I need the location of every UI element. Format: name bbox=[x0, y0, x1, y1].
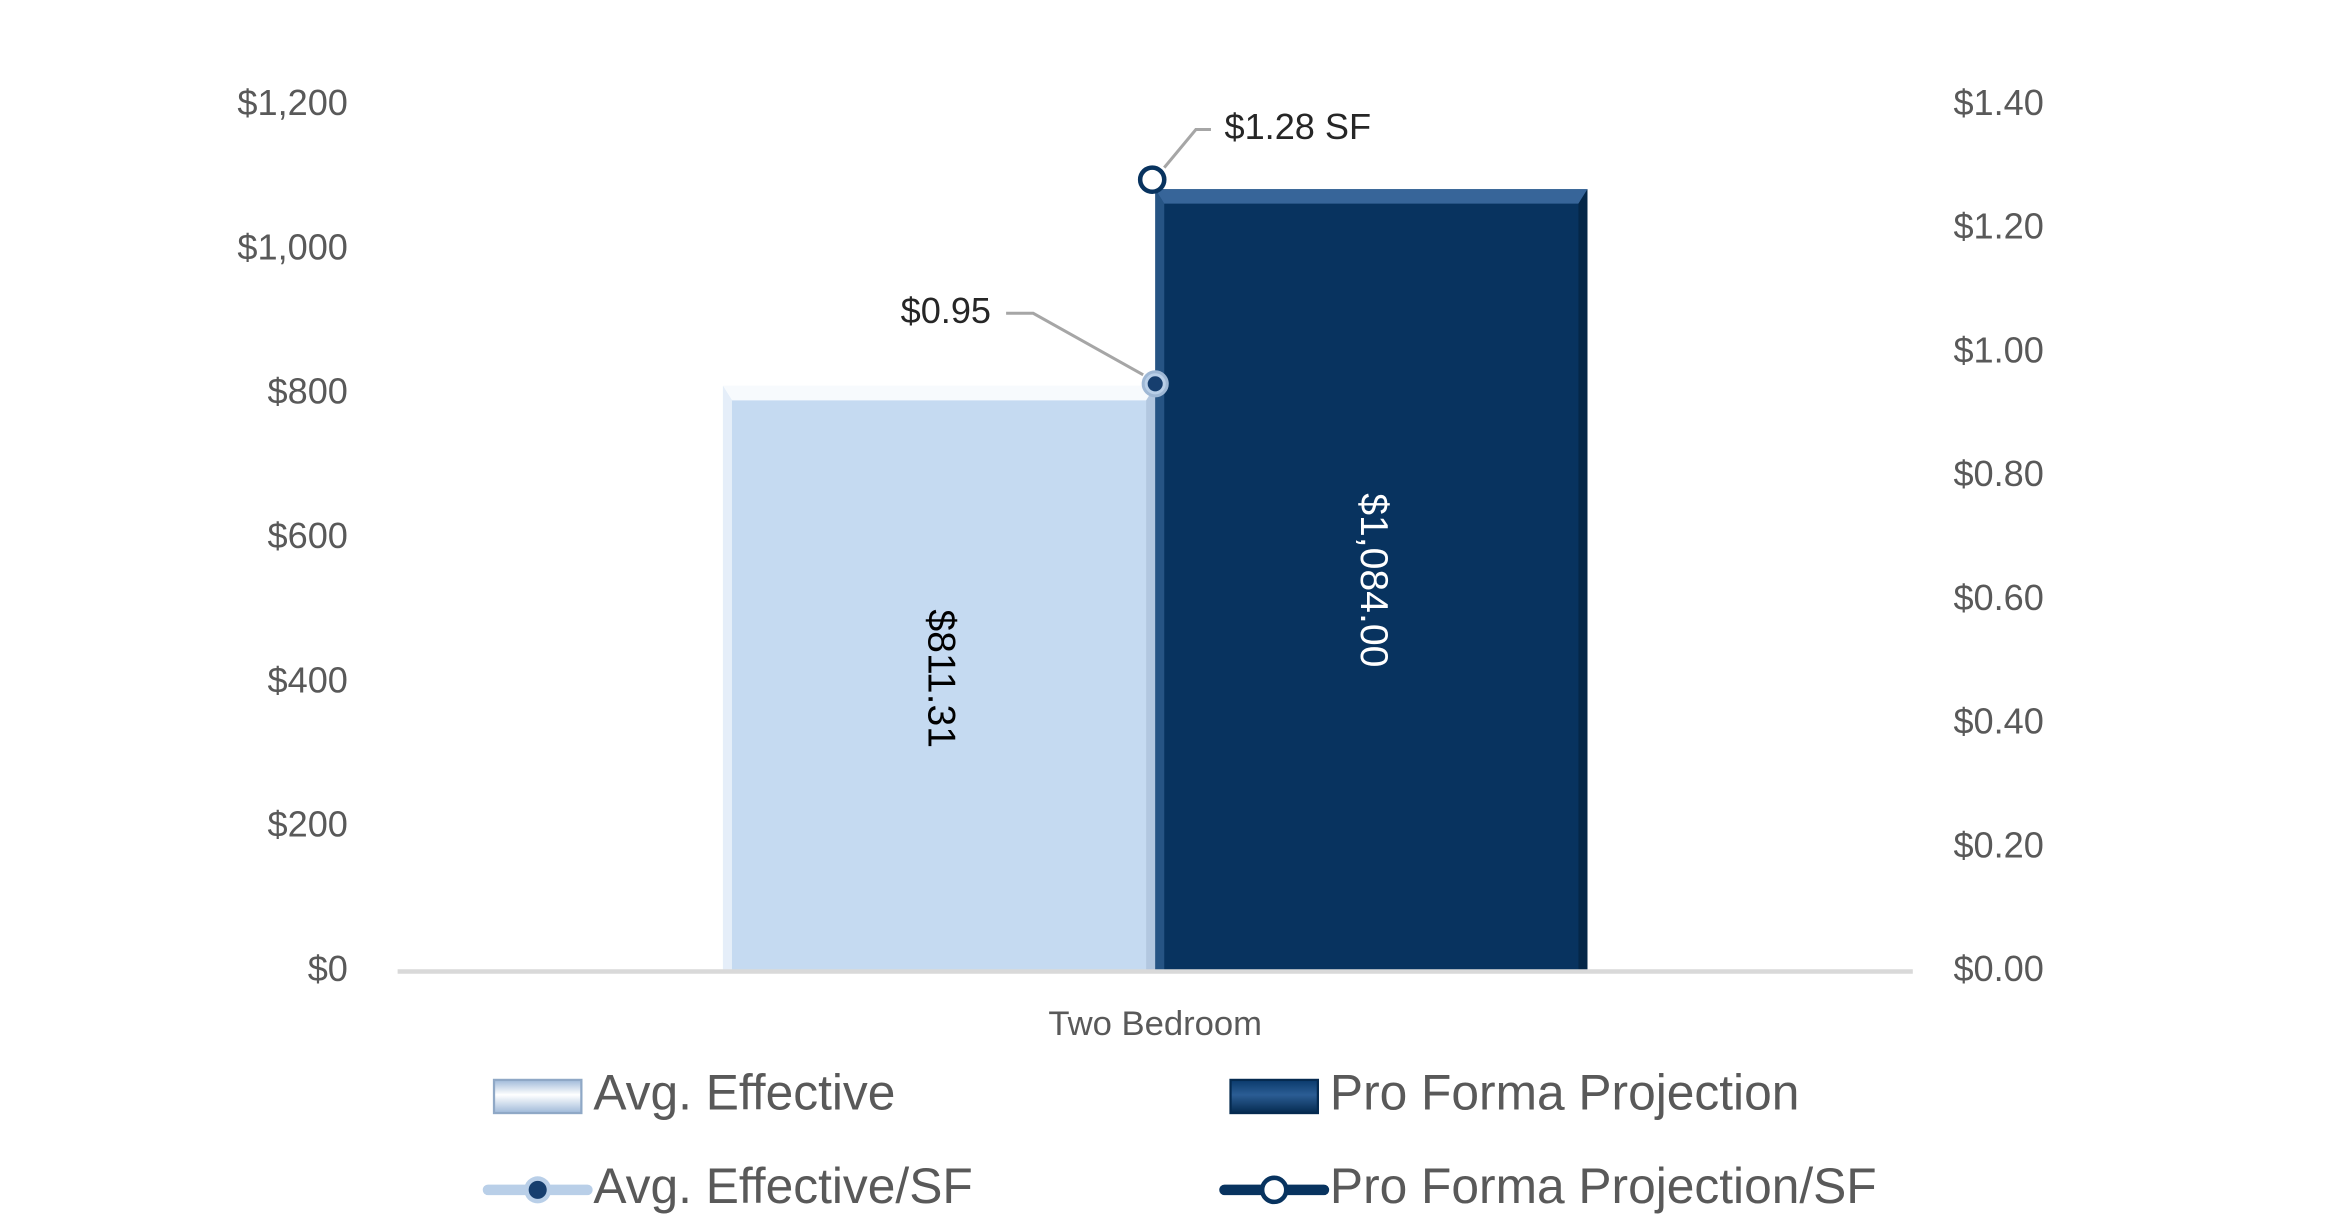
x-axis-category-label: Two Bedroom bbox=[1048, 1005, 1262, 1043]
callout-leader-line bbox=[1163, 128, 1211, 169]
bar-bevel-top bbox=[722, 385, 1156, 401]
bar-value-label: $811.31 bbox=[920, 609, 963, 748]
line-value-label: $1.28 SF bbox=[1224, 106, 1371, 147]
bar-bevel-right bbox=[1578, 189, 1588, 972]
bar-bevel-left bbox=[1155, 189, 1165, 972]
left-axis-tick-label: $800 bbox=[268, 371, 348, 412]
line-marker bbox=[1137, 165, 1167, 194]
right-axis: $0.00 $0.20 $0.40 $0.60 $0.80 $1.00 $1.20 $1.40 bbox=[1953, 82, 2043, 989]
legend-swatch bbox=[1229, 1078, 1320, 1115]
legend-label: Pro Forma Projection bbox=[1330, 1065, 1799, 1121]
bar-series: $811.31 $1,084.00 bbox=[722, 189, 1588, 972]
right-axis-tick-label: $0.20 bbox=[1953, 824, 2043, 865]
bar-value-label: $1,084.00 bbox=[1352, 493, 1395, 667]
left-axis-tick-label: $0 bbox=[308, 948, 348, 989]
callout-leader-line bbox=[1006, 311, 1144, 377]
bar-bevel-top bbox=[1155, 189, 1588, 204]
left-axis: $0 $200 $400 $600 $800 $1,000 $1,200 bbox=[237, 82, 348, 989]
legend-label: Pro Forma Projection/SF bbox=[1330, 1158, 1877, 1214]
right-axis-tick-label: $1.40 bbox=[1953, 82, 2043, 123]
left-axis-tick-label: $200 bbox=[268, 804, 348, 845]
left-axis-tick-label: $400 bbox=[268, 659, 348, 700]
x-axis-labels: Two Bedroom bbox=[1048, 1005, 1262, 1043]
line-marker bbox=[1147, 376, 1163, 392]
left-axis-tick-label: $600 bbox=[268, 515, 348, 556]
legend-marker bbox=[528, 1180, 547, 1199]
bar bbox=[722, 385, 1156, 972]
line-series-points bbox=[1137, 165, 1169, 398]
left-axis-tick-label: $1,000 bbox=[237, 226, 348, 267]
legend-label: Avg. Effective/SF bbox=[593, 1158, 972, 1214]
legend: Avg. Effective Pro Forma Projection Avg. E… bbox=[482, 1065, 1877, 1214]
right-axis-tick-label: $1.00 bbox=[1953, 329, 2043, 370]
data-callouts: $0.95 $1.28 SF bbox=[901, 106, 1371, 377]
right-axis-tick-label: $0.00 bbox=[1953, 948, 2043, 989]
bar bbox=[1155, 189, 1588, 972]
legend-swatch bbox=[492, 1078, 583, 1115]
left-axis-tick-label: $1,200 bbox=[237, 82, 348, 123]
legend-marker bbox=[1259, 1175, 1289, 1205]
right-axis-tick-label: $0.60 bbox=[1953, 577, 2043, 618]
line-value-label: $0.95 bbox=[901, 290, 991, 331]
legend-label: Avg. Effective bbox=[593, 1065, 895, 1121]
right-axis-tick-label: $0.40 bbox=[1953, 701, 2043, 742]
bar-bevel-left bbox=[722, 385, 732, 972]
right-axis-tick-label: $1.20 bbox=[1953, 206, 2043, 247]
bar-bevel-right bbox=[1146, 385, 1156, 972]
right-axis-tick-label: $0.80 bbox=[1953, 453, 2043, 494]
